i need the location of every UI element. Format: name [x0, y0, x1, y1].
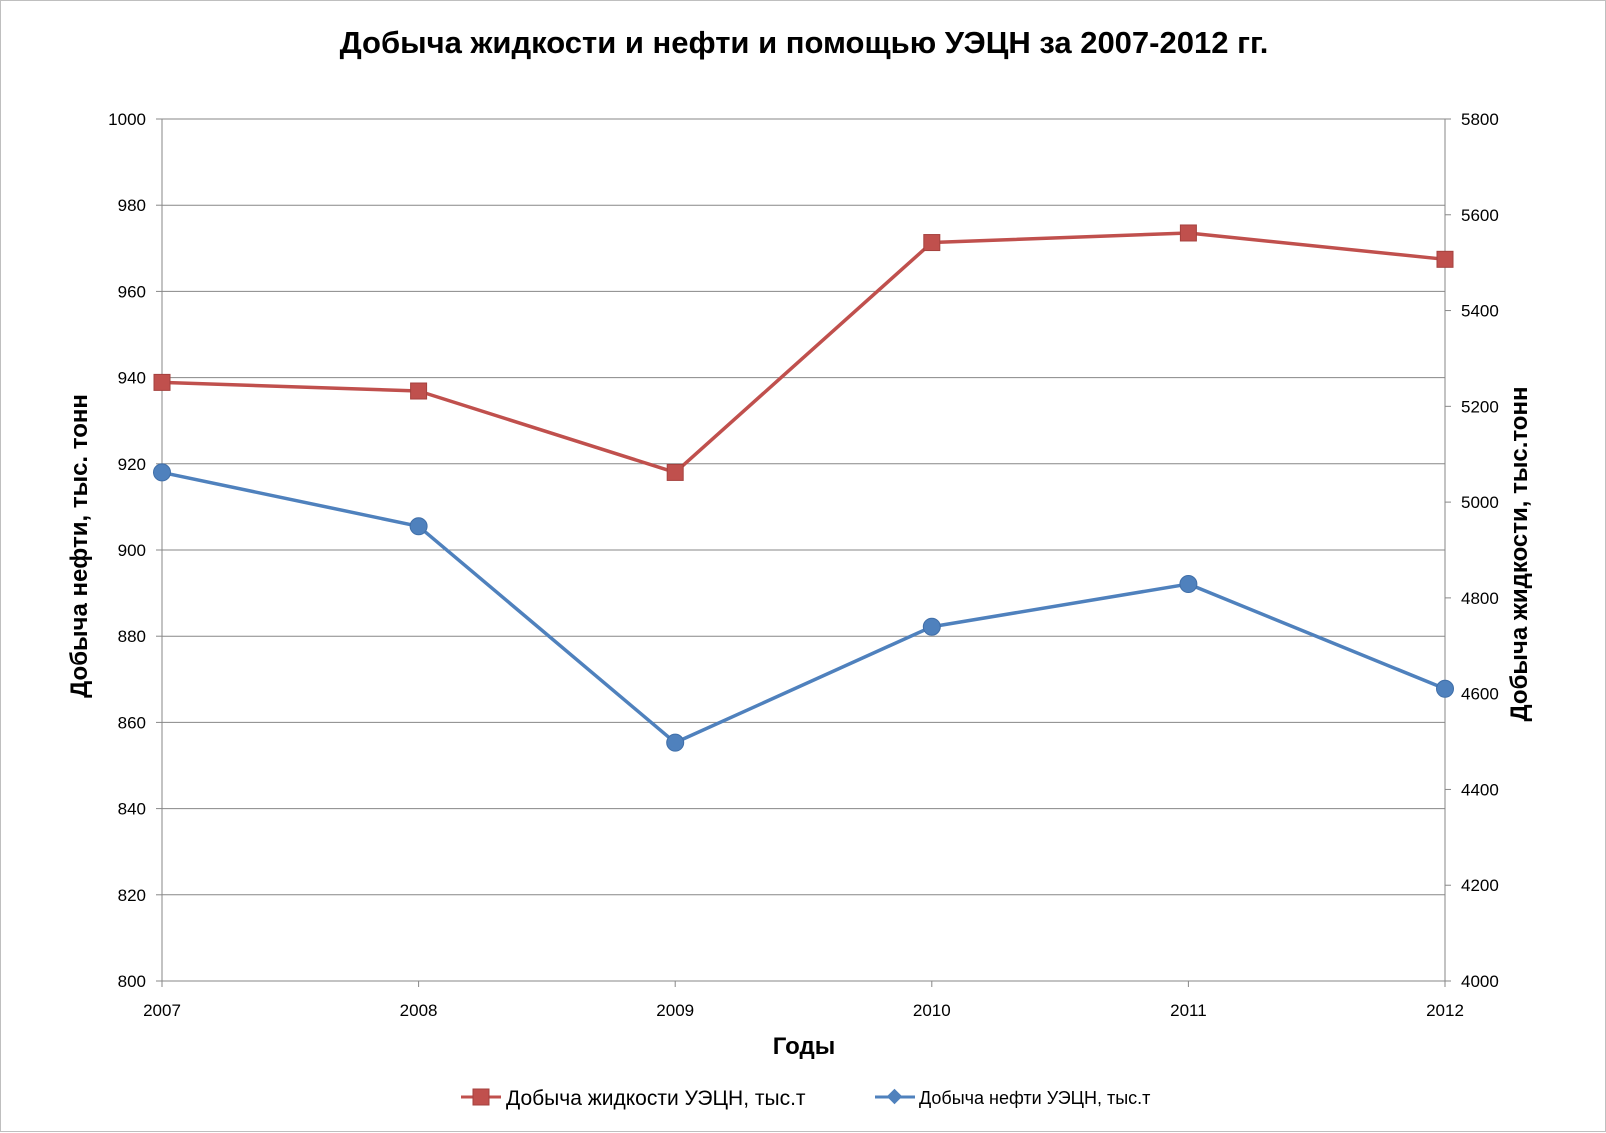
data-point — [1179, 575, 1198, 594]
data-point — [923, 234, 941, 252]
legend-label-liquid: Добыча жидкости УЭЦН, тыс.т — [506, 1087, 806, 1110]
x-tick-label: 2009 — [656, 1001, 694, 1020]
x-tick-label: 2008 — [400, 1001, 438, 1020]
y-left-tick-label: 980 — [118, 196, 146, 215]
series-oil — [153, 463, 1454, 752]
gridlines — [162, 118, 1445, 896]
y-axis-left-title: Добыча нефти, тыс. тонн — [66, 394, 93, 698]
x-axis-title: Годы — [773, 1033, 835, 1060]
y-right-tick-label: 4400 — [1461, 780, 1499, 799]
y-left-tick-label: 860 — [118, 713, 146, 732]
data-point — [666, 463, 684, 481]
x-tick-label: 2007 — [143, 1001, 181, 1020]
y-right-tick-label: 5200 — [1461, 397, 1499, 416]
legend-label-oil: Добыча нефти УЭЦН, тыс.т — [919, 1088, 1150, 1108]
data-point — [410, 382, 428, 400]
series-liquid — [153, 224, 1454, 481]
data-point — [409, 517, 428, 536]
y-right-tick-label: 5600 — [1461, 206, 1499, 225]
y-left-tick-label: 840 — [118, 800, 146, 819]
y-right-tick-label: 4800 — [1461, 589, 1499, 608]
data-point — [666, 733, 685, 752]
x-tick-label: 2010 — [913, 1001, 951, 1020]
y-left-tick-label: 820 — [118, 886, 146, 905]
y-left-tick-label: 940 — [118, 369, 146, 388]
y-left-tick-label: 900 — [118, 541, 146, 560]
y-left-tick-label: 1000 — [108, 110, 146, 129]
chart-title: Добыча жидкости и нефти и помощью УЭЦН з… — [340, 25, 1269, 60]
series-line — [161, 470, 1446, 745]
x-tick-label: 2012 — [1426, 1001, 1464, 1020]
y-right-tick-label: 4600 — [1461, 685, 1499, 704]
y-right-tick-label: 5400 — [1461, 302, 1499, 321]
y-left-tick-label: 800 — [118, 972, 146, 991]
axes: 800 820 840 860 880 900 920 940 960 980 1000 4000 42… — [108, 110, 1499, 1020]
legend-marker-liquid — [472, 1088, 490, 1106]
x-tick-label: 2011 — [1170, 1001, 1207, 1020]
y-left-tick-label: 960 — [118, 282, 146, 301]
y-axis-right-title: Добыча жидкости, тыс.тонн — [1506, 387, 1533, 722]
data-point — [1179, 224, 1197, 242]
series — [153, 224, 1454, 752]
y-right-tick-label: 5000 — [1461, 493, 1499, 512]
y-right-tick-label: 4200 — [1461, 876, 1499, 895]
data-point — [1436, 679, 1454, 698]
y-left-tick-label: 880 — [118, 627, 146, 646]
data-point — [922, 617, 941, 636]
legend-marker-oil — [886, 1088, 903, 1105]
legend: Добыча жидкости УЭЦН, тыс.т Добыча нефти… — [461, 1087, 1150, 1110]
y-right-tick-label: 4000 — [1461, 972, 1499, 991]
y-right-tick-label: 5800 — [1461, 110, 1499, 129]
data-point — [153, 463, 171, 482]
y-left-tick-label: 920 — [118, 455, 146, 474]
data-point — [153, 373, 171, 391]
series-line — [161, 231, 1446, 475]
data-point — [1436, 250, 1454, 268]
